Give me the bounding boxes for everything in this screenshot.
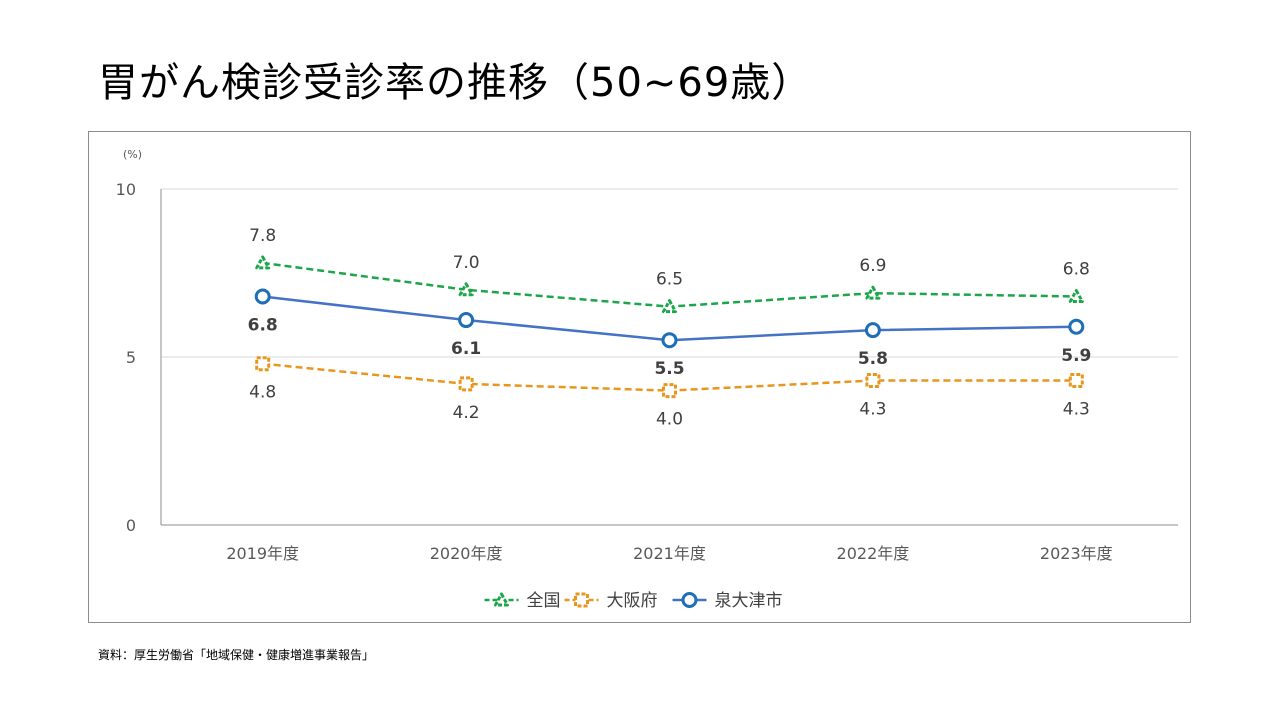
legend-marker xyxy=(494,592,509,607)
legend-item: 大阪府 xyxy=(607,591,658,611)
data-point xyxy=(1068,318,1085,335)
data-label: 5.9 xyxy=(1061,346,1091,366)
data-label: 7.8 xyxy=(249,226,276,246)
legend-marker xyxy=(574,592,589,608)
data-point xyxy=(864,322,881,339)
data-label: 6.5 xyxy=(656,270,683,290)
data-label: 6.8 xyxy=(1063,260,1090,280)
data-point xyxy=(662,299,677,314)
legend-marker xyxy=(681,592,698,608)
data-point xyxy=(1068,373,1084,389)
data-point xyxy=(1068,289,1084,304)
x-tick-label: 2019年度 xyxy=(226,544,299,563)
data-point xyxy=(865,373,881,389)
data-label: 4.3 xyxy=(1063,400,1090,420)
data-label: 4.8 xyxy=(249,383,276,403)
x-tick-label: 2020年度 xyxy=(430,544,503,563)
data-label: 5.5 xyxy=(654,359,684,379)
data-label: 6.9 xyxy=(859,256,886,276)
data-point xyxy=(254,288,271,305)
x-tick-label: 2022年度 xyxy=(837,544,910,563)
data-label: 6.8 xyxy=(248,316,278,336)
y-tick-label: 0 xyxy=(126,516,136,535)
unit-label: (%) xyxy=(123,148,142,161)
data-label: 4.3 xyxy=(859,400,886,420)
data-point xyxy=(255,255,271,270)
x-tick-label: 2023年度 xyxy=(1040,544,1113,563)
data-label: 4.0 xyxy=(656,410,683,430)
legend-item: 全国 xyxy=(527,591,561,611)
data-point xyxy=(662,383,677,399)
data-label: 5.8 xyxy=(858,349,888,369)
data-point xyxy=(458,282,474,297)
data-point xyxy=(458,312,475,329)
data-point xyxy=(255,356,271,372)
data-point xyxy=(661,332,678,349)
y-tick-label: 5 xyxy=(126,348,136,367)
data-point xyxy=(458,376,474,392)
line-chart: 0 5 10 (%) 2019年度 2020年度 2021年度 2022年度 2023年度 7.8… xyxy=(116,148,1178,611)
data-point xyxy=(865,285,881,300)
y-tick-label: 10 xyxy=(116,180,136,199)
legend-item: 泉大津市 xyxy=(715,591,783,611)
x-tick-label: 2021年度 xyxy=(633,544,706,563)
data-label: 4.2 xyxy=(453,403,480,423)
chart-frame: 0 5 10 (%) 2019年度 2020年度 2021年度 2022年度 2023年度 7.8… xyxy=(88,131,1191,623)
data-label: 6.1 xyxy=(451,339,481,359)
data-label: 7.0 xyxy=(453,253,480,273)
page-title: 胃がん検診受診率の推移（50~69歳） xyxy=(98,60,813,106)
source-note: 資料：厚生労働省「地域保健・健康増進事業報告」 xyxy=(98,648,375,662)
